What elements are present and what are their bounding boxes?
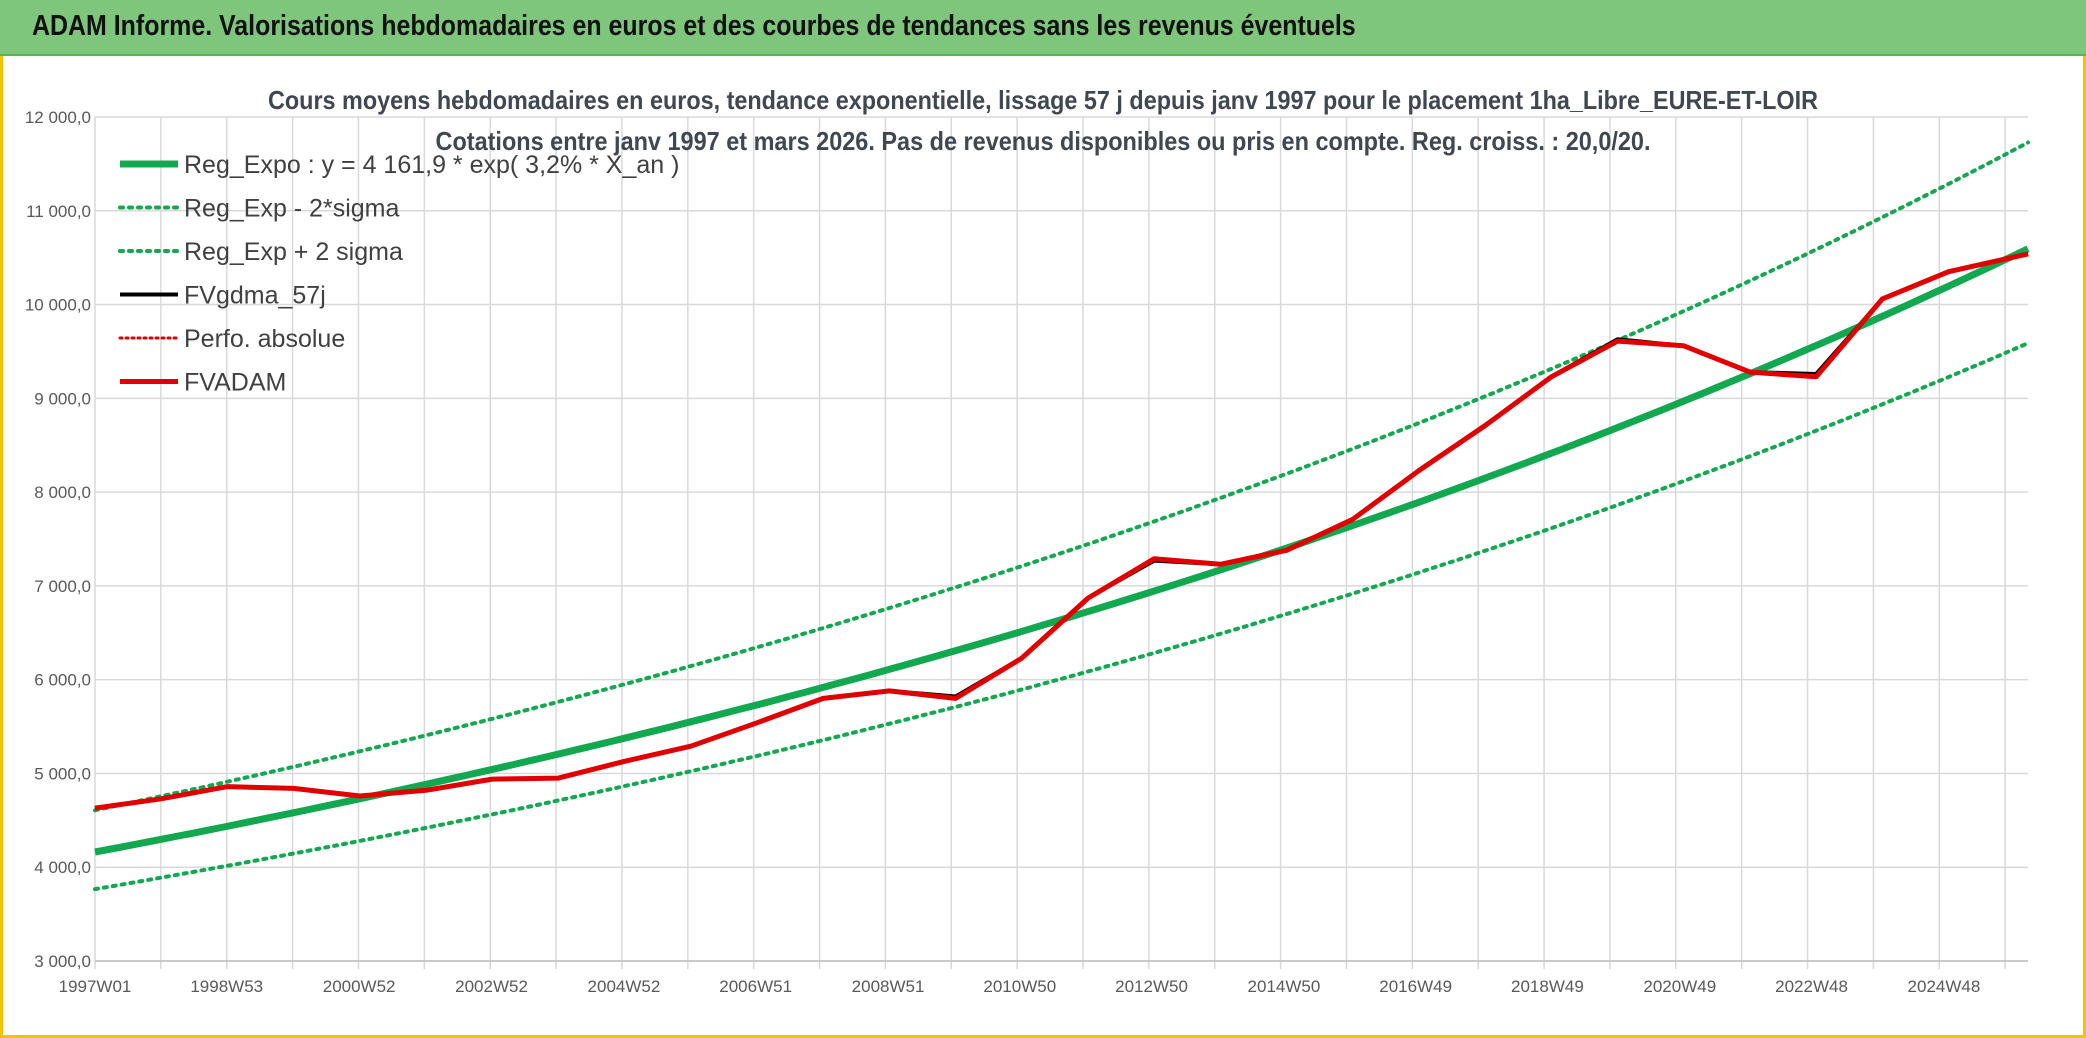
trend-chart: 3 000,0 4 000,0 5 000,0 6 000,0 7 000,0 8 000… [25, 85, 2030, 996]
x-tick-label: 2000W52 [323, 977, 396, 996]
frame-bottom-border [0, 1035, 2086, 1038]
y-tick-label: 6 000,0 [34, 671, 91, 690]
x-tick-label: 2006W51 [719, 977, 792, 996]
y-tick-label: 4 000,0 [34, 858, 91, 877]
x-tick-label: 2004W52 [588, 977, 661, 996]
chart-subtitle: Cotations entre janv 1997 et mars 2026. … [436, 126, 1651, 156]
legend-label: FVADAM [184, 369, 286, 397]
x-tick-label: 2002W52 [455, 977, 528, 996]
series-reg-exp-plus-2sigma [93, 140, 2030, 813]
y-axis-ticks: 3 000,0 4 000,0 5 000,0 6 000,0 7 000,0 8 000… [25, 108, 91, 971]
y-tick-label: 8 000,0 [34, 483, 91, 502]
x-tick-label: 2008W51 [852, 977, 925, 996]
legend-label: Perfo. absolue [184, 325, 345, 353]
x-tick-label: 2022W48 [1775, 977, 1848, 996]
report-title: ADAM Informe. Valorisations hebdomadaire… [32, 10, 1356, 42]
y-tick-label: 3 000,0 [34, 952, 91, 971]
frame-right-border [2083, 0, 2086, 1038]
legend: Reg_Expo : y = 4 161,9 * exp( 3,2% * X_a… [118, 151, 679, 397]
y-tick-label: 12 000,0 [25, 108, 91, 127]
report-header: ADAM Informe. Valorisations hebdomadaire… [0, 0, 2086, 56]
series-layer [93, 140, 2030, 892]
series-fvgdma-57j [94, 251, 2029, 811]
x-tick-label: 1998W53 [190, 977, 263, 996]
x-tick-label: 2020W49 [1643, 977, 1716, 996]
x-tick-label: 2010W50 [983, 977, 1056, 996]
x-tick-label: 1997W01 [59, 977, 132, 996]
x-tick-label: 2016W49 [1379, 977, 1452, 996]
series-perfo-absolue [94, 252, 2029, 810]
y-tick-label: 11 000,0 [26, 202, 91, 221]
x-tick-label: 2014W50 [1248, 977, 1321, 996]
chart-title: Cours moyens hebdomadaires en euros, ten… [268, 85, 1818, 115]
y-tick-label: 10 000,0 [25, 296, 91, 315]
legend-label: Reg_Exp - 2*sigma [184, 195, 399, 223]
x-tick-label: 2024W48 [1908, 977, 1981, 996]
x-tick-label: 2018W49 [1511, 977, 1584, 996]
legend-label: Reg_Exp + 2 sigma [184, 238, 403, 266]
y-tick-label: 7 000,0 [34, 577, 91, 596]
x-axis-ticks: 1997W01 1998W53 2000W52 2002W52 2004W52 2006W… [59, 977, 1981, 996]
series-reg-exp-minus-2sigma [93, 341, 2030, 892]
x-tick-label: 2012W50 [1115, 977, 1188, 996]
y-tick-label: 9 000,0 [34, 389, 91, 408]
series-fvadam [94, 251, 2029, 811]
legend-label: Reg_Expo : y = 4 161,9 * exp( 3,2% * X_a… [184, 151, 679, 179]
y-tick-label: 5 000,0 [34, 764, 91, 783]
frame-left-border [0, 0, 3, 1038]
series-reg-expo [94, 245, 2030, 856]
legend-label: FVgdma_57j [184, 282, 326, 310]
